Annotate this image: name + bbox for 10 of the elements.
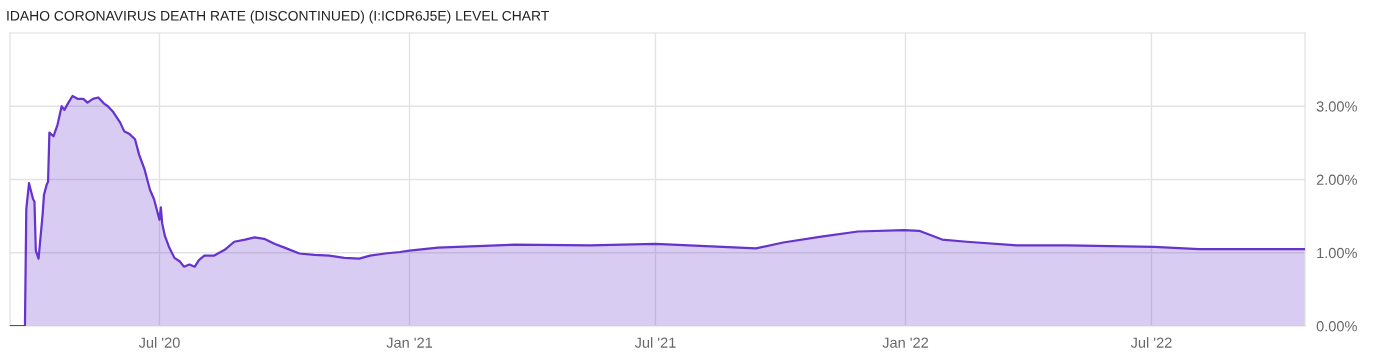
y-tick-label: 1.00% — [1317, 247, 1357, 259]
chart-title: IDAHO CORONAVIRUS DEATH RATE (DISCONTINUED) (I:ICDR6J5E) LEVEL CHART — [7, 10, 549, 24]
y-tick-label: 3.00% — [1316, 101, 1357, 112]
x-tick-label: Jan '22 — [882, 337, 929, 348]
x-tick-label: Jul '21 — [634, 337, 676, 348]
y-tick-label: 2.00% — [1316, 174, 1357, 185]
x-tick-label: Jul '20 — [138, 337, 180, 348]
y-tick-label: 0.00% — [1316, 321, 1357, 332]
x-tick-label: Jul '22 — [1130, 337, 1172, 348]
x-tick-label: Jan '21 — [386, 337, 433, 348]
